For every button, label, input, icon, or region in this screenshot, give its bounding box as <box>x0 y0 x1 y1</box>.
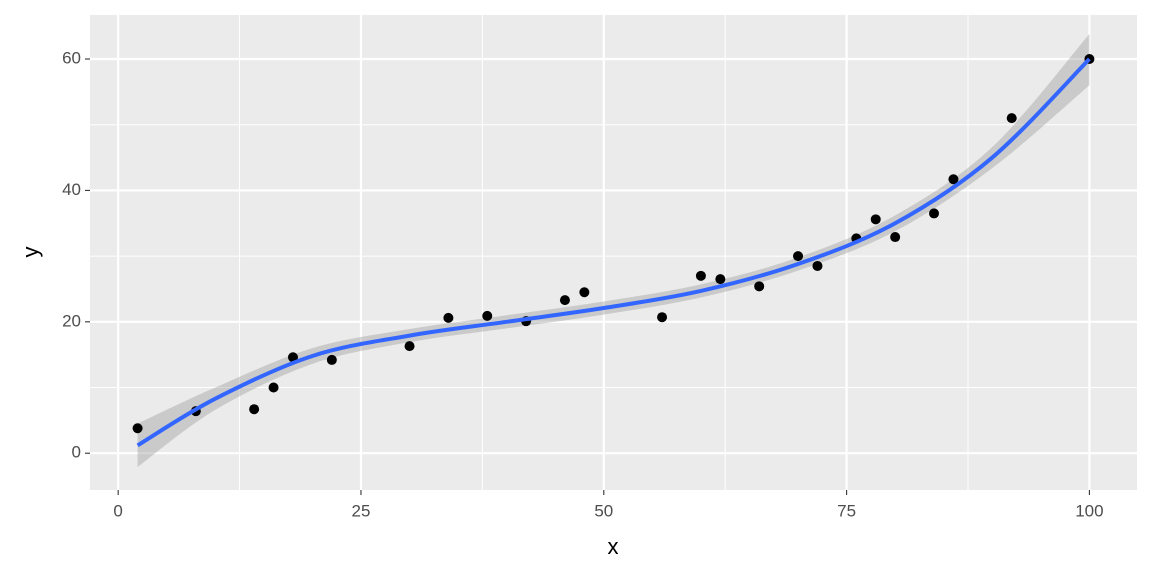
y-axis-title: y <box>18 247 43 258</box>
x-axis-title: x <box>608 534 619 559</box>
point <box>890 232 901 243</box>
point <box>326 354 337 365</box>
point <box>812 260 823 271</box>
point <box>559 295 570 306</box>
x-tick-label: 100 <box>1075 501 1103 520</box>
point <box>132 423 143 434</box>
point <box>754 281 765 292</box>
point <box>268 382 279 393</box>
point <box>715 274 726 285</box>
point <box>579 287 590 298</box>
x-tick-label: 0 <box>113 501 122 520</box>
x-tick-label: 50 <box>594 501 613 520</box>
y-tick-label: 20 <box>62 311 81 330</box>
y-tick-label: 60 <box>62 49 81 68</box>
point <box>657 312 668 323</box>
point <box>695 270 706 281</box>
y-tick-label: 40 <box>62 180 81 199</box>
point <box>404 341 415 352</box>
point <box>1006 113 1017 124</box>
point <box>929 208 940 219</box>
panel <box>90 15 1137 490</box>
smooth-line <box>136 57 1091 448</box>
point <box>793 251 804 262</box>
y-tick-label: 0 <box>72 443 81 462</box>
point <box>870 214 881 225</box>
point <box>287 352 298 363</box>
point <box>443 312 454 323</box>
x-tick-label: 75 <box>837 501 856 520</box>
point <box>249 404 260 415</box>
point <box>482 310 493 321</box>
x-tick-label: 25 <box>352 501 371 520</box>
point <box>948 174 959 185</box>
